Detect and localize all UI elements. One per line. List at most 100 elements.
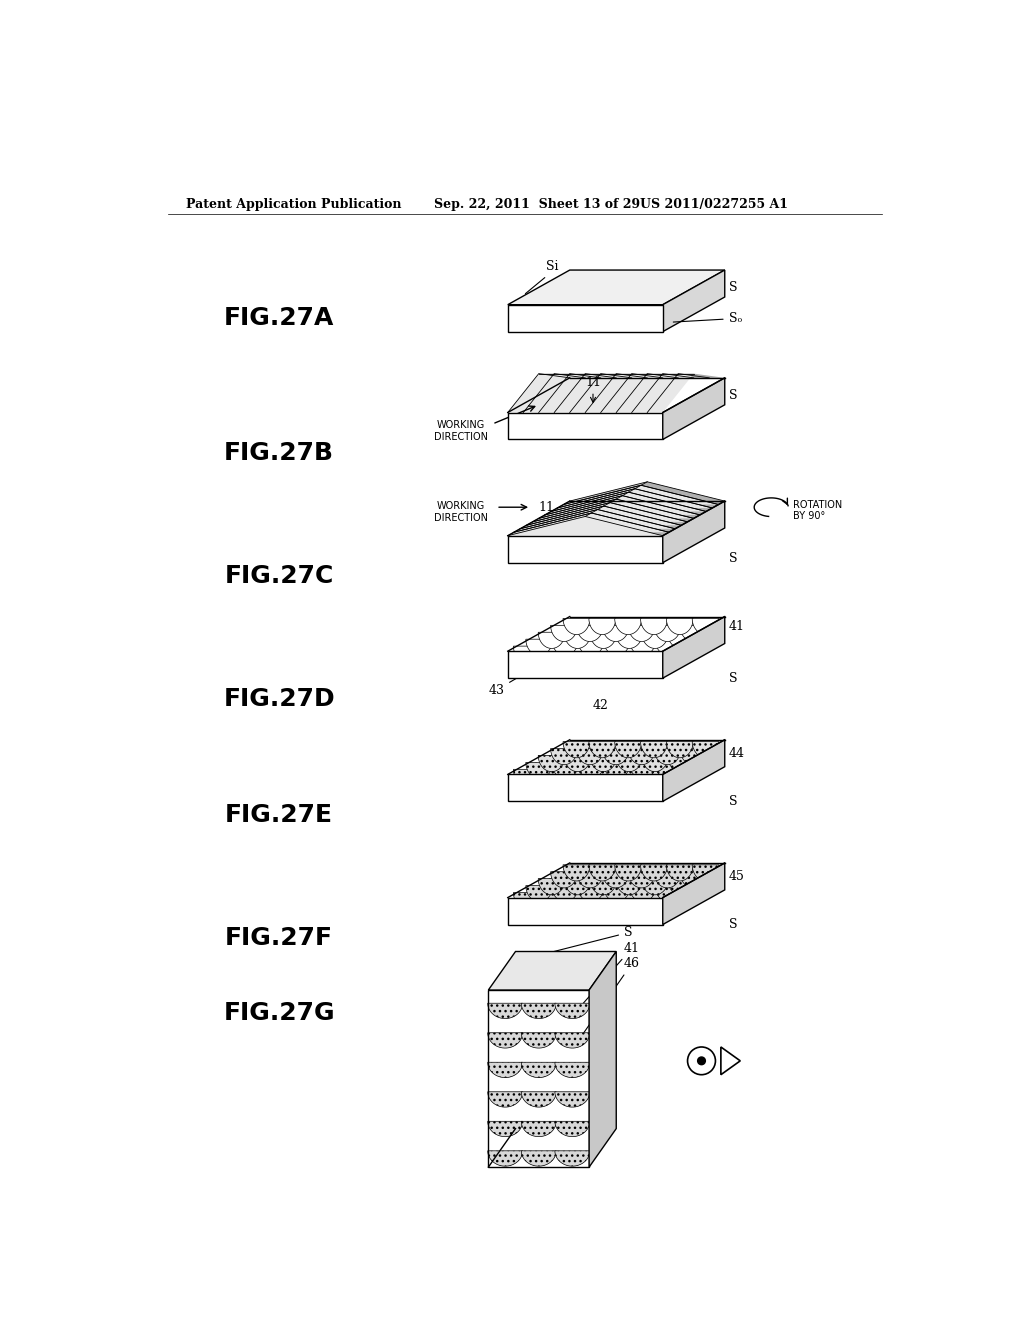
Polygon shape <box>521 1121 556 1137</box>
Polygon shape <box>572 1063 590 1077</box>
Polygon shape <box>572 1092 590 1107</box>
Polygon shape <box>554 374 601 412</box>
Text: 45: 45 <box>729 870 744 883</box>
Polygon shape <box>487 1092 522 1107</box>
Polygon shape <box>602 865 615 880</box>
Polygon shape <box>668 755 694 772</box>
Polygon shape <box>508 516 663 536</box>
Polygon shape <box>692 742 719 758</box>
Polygon shape <box>521 1063 556 1077</box>
Polygon shape <box>647 374 693 378</box>
Polygon shape <box>552 886 579 902</box>
Polygon shape <box>539 879 565 895</box>
Text: FIG.27D: FIG.27D <box>223 688 335 711</box>
Polygon shape <box>643 639 656 655</box>
Polygon shape <box>668 748 681 764</box>
Polygon shape <box>526 639 553 655</box>
Text: ROTATION
BY 90°: ROTATION BY 90° <box>793 499 842 521</box>
Text: 11: 11 <box>585 376 601 403</box>
Polygon shape <box>615 755 643 772</box>
Polygon shape <box>508 271 725 305</box>
Polygon shape <box>513 892 541 908</box>
Polygon shape <box>526 506 681 525</box>
Polygon shape <box>655 755 669 772</box>
Text: FIG.27E: FIG.27E <box>225 803 333 826</box>
Polygon shape <box>551 748 578 764</box>
Polygon shape <box>577 748 603 764</box>
Polygon shape <box>569 374 616 378</box>
Polygon shape <box>578 639 604 655</box>
Text: 41: 41 <box>729 620 744 634</box>
Polygon shape <box>680 626 707 642</box>
Polygon shape <box>598 506 681 529</box>
Polygon shape <box>591 770 617 785</box>
Polygon shape <box>578 886 604 902</box>
Polygon shape <box>656 892 670 908</box>
Polygon shape <box>563 482 647 504</box>
Polygon shape <box>663 739 725 801</box>
Polygon shape <box>532 499 616 521</box>
Polygon shape <box>692 865 719 880</box>
Circle shape <box>687 1047 716 1074</box>
Polygon shape <box>527 892 541 908</box>
Polygon shape <box>552 632 565 648</box>
Polygon shape <box>551 626 578 642</box>
Polygon shape <box>577 865 590 880</box>
Polygon shape <box>603 879 616 895</box>
Polygon shape <box>610 499 693 521</box>
Polygon shape <box>641 865 668 880</box>
Polygon shape <box>521 1151 556 1166</box>
Polygon shape <box>615 879 643 895</box>
Polygon shape <box>578 763 604 779</box>
Polygon shape <box>706 618 719 635</box>
Polygon shape <box>667 865 693 880</box>
Polygon shape <box>680 618 693 635</box>
Polygon shape <box>655 639 682 655</box>
Polygon shape <box>539 632 565 648</box>
Polygon shape <box>604 645 617 663</box>
Polygon shape <box>505 1092 522 1107</box>
Polygon shape <box>641 742 668 758</box>
Polygon shape <box>615 626 629 642</box>
Polygon shape <box>680 748 707 764</box>
Text: FIG.27A: FIG.27A <box>224 306 334 330</box>
Polygon shape <box>591 892 617 908</box>
Polygon shape <box>563 618 590 635</box>
Polygon shape <box>692 618 719 635</box>
Polygon shape <box>603 886 630 902</box>
Polygon shape <box>669 886 682 902</box>
Polygon shape <box>577 626 603 642</box>
Polygon shape <box>592 510 675 532</box>
Polygon shape <box>603 632 616 648</box>
Polygon shape <box>569 374 616 412</box>
Polygon shape <box>505 1121 522 1137</box>
Polygon shape <box>564 755 591 772</box>
Polygon shape <box>521 1032 556 1048</box>
Polygon shape <box>706 865 719 880</box>
Polygon shape <box>630 892 644 908</box>
Polygon shape <box>586 374 632 378</box>
Polygon shape <box>555 1032 590 1048</box>
Polygon shape <box>565 886 579 902</box>
Polygon shape <box>551 871 578 888</box>
Polygon shape <box>539 499 693 519</box>
Text: 41: 41 <box>584 941 640 1003</box>
Polygon shape <box>629 488 713 511</box>
Polygon shape <box>555 1121 590 1137</box>
Polygon shape <box>669 763 682 779</box>
Polygon shape <box>681 879 694 895</box>
Polygon shape <box>552 763 579 779</box>
Polygon shape <box>628 618 642 635</box>
Polygon shape <box>629 879 643 895</box>
Polygon shape <box>532 503 687 521</box>
Polygon shape <box>505 1063 522 1077</box>
Polygon shape <box>539 374 586 412</box>
Polygon shape <box>565 639 579 655</box>
Polygon shape <box>654 618 668 635</box>
Polygon shape <box>572 1121 590 1137</box>
Polygon shape <box>632 374 678 412</box>
Text: Si: Si <box>525 260 558 293</box>
Polygon shape <box>655 886 682 902</box>
Polygon shape <box>521 1092 556 1107</box>
Polygon shape <box>513 770 541 785</box>
